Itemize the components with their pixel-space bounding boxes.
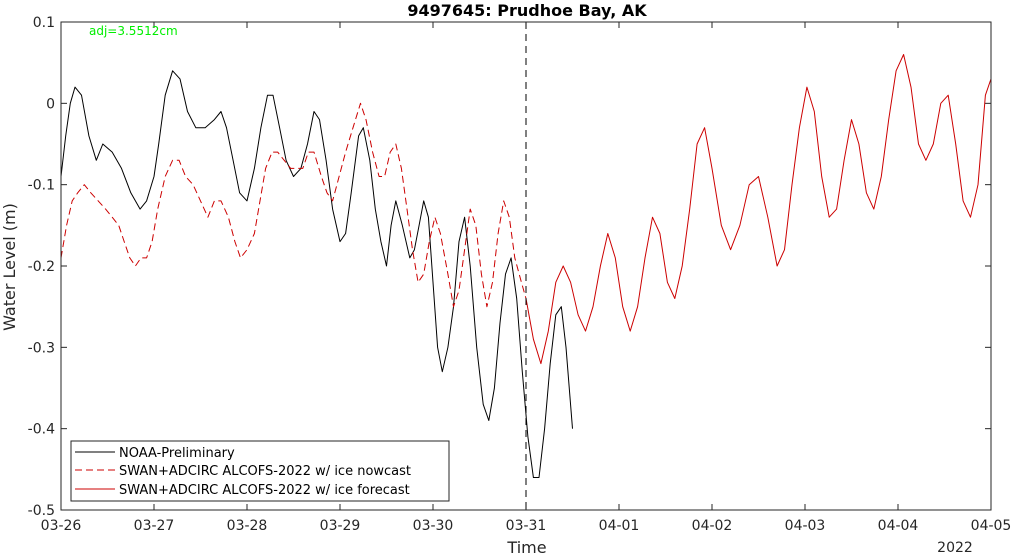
year-label: 2022: [937, 540, 973, 555]
x-tick-label: 04-04: [878, 518, 919, 534]
legend-label-noaa: NOAA-Preliminary: [119, 446, 235, 461]
x-tick-label: 04-03: [785, 518, 826, 534]
x-tick-label: 03-29: [320, 518, 361, 534]
chart-title: 9497645: Prudhoe Bay, AK: [407, 1, 647, 20]
legend-box: [70, 440, 450, 502]
y-tick-label: -0.4: [28, 422, 55, 438]
y-tick-label: 0: [46, 96, 55, 112]
x-tick-label: 03-26: [41, 518, 82, 534]
noaa-preliminary-line: [60, 70, 573, 478]
x-tick-label: 03-30: [413, 518, 454, 534]
x-tick-label: 03-27: [134, 518, 175, 534]
forecast-line: [525, 54, 992, 365]
x-tick-label: 03-31: [506, 518, 547, 534]
x-axis-title: Time: [506, 538, 546, 555]
y-tick-label: -0.1: [28, 178, 55, 194]
y-tick-label: -0.5: [28, 503, 55, 519]
tick-labels: 03-26 03-27 03-28 03-29 03-30 03-31 04-01 04-02…: [28, 15, 1012, 534]
x-tick-label: 03-28: [227, 518, 268, 534]
datum-adjustment-annotation: adj=3.5512cm: [89, 24, 178, 38]
legend-label-nowcast: SWAN+ADCIRC ALCOFS-2022 w/ ice nowcast: [119, 464, 411, 479]
legend: NOAA-Preliminary SWAN+ADCIRC ALCOFS-2022…: [70, 440, 450, 502]
y-tick-label: 0.1: [33, 15, 55, 31]
y-tick-label: -0.2: [28, 259, 55, 275]
series-lines: [60, 54, 992, 478]
legend-label-forecast: SWAN+ADCIRC ALCOFS-2022 w/ ice forecast: [119, 483, 410, 498]
x-tick-label: 04-01: [599, 518, 640, 534]
y-axis-title: Water Level (m): [0, 203, 19, 331]
y-tick-label: -0.3: [28, 340, 55, 356]
nowcast-line: [60, 102, 527, 308]
plot-area-frame: [60, 21, 992, 511]
x-tick-label: 04-02: [692, 518, 733, 534]
x-tick-label: 04-05: [971, 518, 1012, 534]
